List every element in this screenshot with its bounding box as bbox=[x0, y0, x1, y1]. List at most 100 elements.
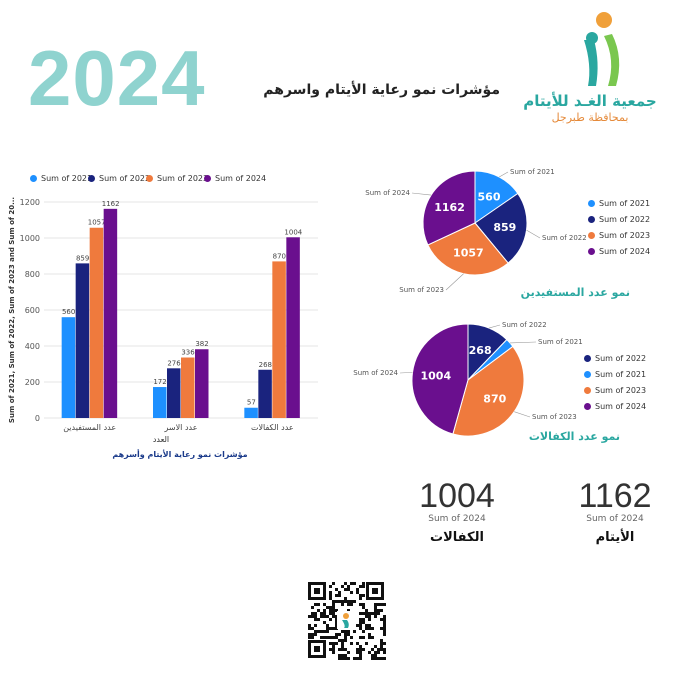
pie-callout-line bbox=[526, 229, 541, 239]
pie-callout-label: Sum of 2021 bbox=[538, 338, 583, 346]
pie-slice bbox=[422, 170, 476, 246]
y-tick-label: 1200 bbox=[20, 198, 40, 207]
pie-value-label: 1057 bbox=[453, 246, 484, 259]
bar-chart: 0 200 400 600 800 1000 1200 560 859 1057 1162 عدد ا… bbox=[8, 197, 318, 444]
y-tick-label: 800 bbox=[25, 270, 40, 279]
bar-value-label: 57 bbox=[247, 399, 256, 407]
kpi-sponsorships: 1004 Sum of 2024 الكفالات bbox=[402, 478, 512, 545]
legend-item: Sum of 2024 bbox=[588, 247, 650, 256]
kpi-orphans-sub: Sum of 2024 bbox=[586, 514, 644, 524]
x-tick-label: عدد الكفالات bbox=[251, 423, 294, 432]
pie-callout-line bbox=[499, 171, 509, 178]
qr-code-icon bbox=[306, 580, 386, 660]
pie-callout-label: Sum of 2022 bbox=[542, 234, 587, 242]
legend-item: Sum of 2022 bbox=[584, 354, 646, 363]
x-tick-label: عدد الاسر bbox=[164, 423, 198, 432]
legend-label: Sum of 2021 bbox=[599, 199, 651, 208]
bar bbox=[195, 349, 209, 418]
legend-swatch bbox=[584, 371, 591, 378]
pie-callout-line bbox=[411, 192, 432, 196]
bar bbox=[61, 317, 76, 418]
pie-slice bbox=[474, 170, 519, 224]
y-tick-label: 0 bbox=[35, 414, 40, 423]
pie-callout-line bbox=[488, 324, 501, 329]
bar bbox=[181, 357, 195, 418]
bar bbox=[103, 208, 118, 418]
y-tick-label: 600 bbox=[25, 306, 40, 315]
bar-value-label: 1057 bbox=[88, 219, 106, 227]
pie-callout-line bbox=[445, 273, 464, 291]
pie-callout-label: Sum of 2022 bbox=[502, 321, 547, 329]
kpi-sponsorships-sub: Sum of 2024 bbox=[428, 514, 486, 524]
pie-callout-label: Sum of 2021 bbox=[510, 168, 555, 176]
orphan-charity-logo-icon bbox=[584, 12, 620, 86]
legend-label: Sum of 2021 bbox=[595, 370, 647, 379]
legend-swatch bbox=[584, 355, 591, 362]
pie-value-label: 870 bbox=[483, 392, 506, 405]
year-heading: 2024 bbox=[28, 34, 206, 122]
legend-label: Sum of 2022 bbox=[99, 174, 151, 183]
bar bbox=[75, 263, 90, 418]
y-tick-label: 1000 bbox=[20, 234, 40, 243]
legend-swatch bbox=[584, 387, 591, 394]
pie-value-label: 1162 bbox=[434, 201, 465, 214]
kpi-orphans: 1162 Sum of 2024 الأيتام bbox=[560, 478, 670, 545]
kpi-orphans-value: 1162 bbox=[578, 477, 652, 515]
y-tick-label: 400 bbox=[25, 342, 40, 351]
pie-chart-beneficiaries: 560 Sum of 2021 859 Sum of 2022 1057 Sum of 2… bbox=[365, 168, 587, 294]
legend-item: Sum of 2024 bbox=[204, 174, 266, 183]
bar-value-label: 560 bbox=[62, 308, 75, 316]
bar-value-label: 859 bbox=[76, 254, 89, 262]
org-location: بمحافظة طبرجل bbox=[551, 111, 629, 124]
bar bbox=[258, 369, 272, 418]
pie-slice bbox=[452, 345, 525, 437]
legend-swatch bbox=[588, 200, 595, 207]
pie-beneficiaries-title: نمو عدد المستفيدين bbox=[520, 286, 630, 299]
legend-label: Sum of 2024 bbox=[599, 247, 651, 256]
pie-callout-label: Sum of 2023 bbox=[532, 413, 577, 421]
pie-sponsorships-title: نمو عدد الكفالات bbox=[528, 430, 620, 443]
legend-item: Sum of 2023 bbox=[146, 174, 208, 183]
bar bbox=[286, 237, 300, 418]
legend-item: Sum of 2022 bbox=[88, 174, 150, 183]
bar-value-label: 870 bbox=[273, 252, 286, 260]
legend-label: Sum of 2023 bbox=[157, 174, 209, 183]
legend-label: Sum of 2024 bbox=[215, 174, 267, 183]
pie-value-label: 859 bbox=[493, 221, 516, 234]
page-title: مؤشرات نمو رعاية الأيتام واسرهم bbox=[263, 82, 500, 98]
legend-item: Sum of 2022 bbox=[588, 215, 650, 224]
org-name: جمعية الغـد للأيتام bbox=[523, 92, 657, 110]
bar bbox=[153, 387, 167, 418]
legend-label: Sum of 2021 bbox=[41, 174, 93, 183]
x-tick-label: عدد المستفيدين bbox=[63, 423, 116, 432]
bar-value-label: 1004 bbox=[284, 228, 302, 236]
legend-label: Sum of 2023 bbox=[599, 231, 651, 240]
legend-swatch bbox=[30, 175, 37, 182]
pie-callout-label: Sum of 2024 bbox=[365, 189, 410, 197]
legend-swatch bbox=[146, 175, 153, 182]
pie-callout-label: Sum of 2023 bbox=[399, 286, 444, 294]
kpi-orphans-label: الأيتام bbox=[595, 530, 635, 545]
pie-callout-label: Sum of 2024 bbox=[353, 369, 398, 377]
legend-label: Sum of 2024 bbox=[595, 402, 647, 411]
legend-swatch bbox=[88, 175, 95, 182]
legend-item: Sum of 2023 bbox=[584, 386, 646, 395]
bar-value-label: 336 bbox=[181, 349, 195, 357]
bar-value-label: 1162 bbox=[102, 200, 120, 208]
legend-label: Sum of 2022 bbox=[599, 215, 651, 224]
legend-swatch bbox=[204, 175, 211, 182]
bar-value-label: 172 bbox=[153, 378, 166, 386]
legend-item: Sum of 2021 bbox=[30, 174, 92, 183]
legend-item: Sum of 2023 bbox=[588, 231, 650, 240]
legend-label: Sum of 2023 bbox=[595, 386, 647, 395]
pie-callout-line bbox=[514, 411, 531, 418]
kpi-sponsorships-label: الكفالات bbox=[430, 530, 484, 545]
bar bbox=[244, 407, 258, 418]
pie-callout-line bbox=[399, 372, 413, 374]
y-axis-label: Sum of 2021, Sum of 2022, Sum of 2023 an… bbox=[8, 197, 16, 423]
pie-slice bbox=[411, 323, 469, 435]
pie-value-label: 268 bbox=[469, 344, 492, 357]
legend-item: Sum of 2024 bbox=[584, 402, 646, 411]
pie-callout-line bbox=[509, 341, 537, 344]
